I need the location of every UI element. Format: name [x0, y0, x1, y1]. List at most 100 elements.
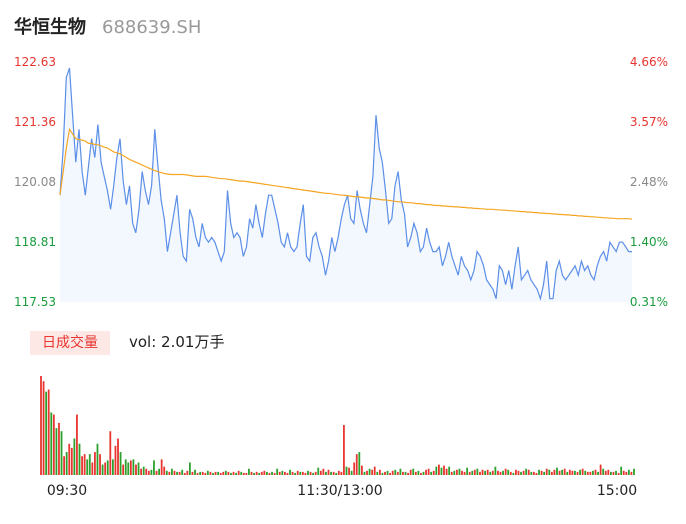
price-tick-label: 118.81	[14, 235, 56, 249]
volume-bar	[127, 462, 130, 475]
volume-bar	[319, 470, 322, 475]
volume-bar	[332, 471, 335, 475]
volume-bar	[45, 391, 48, 475]
volume-bar	[630, 471, 633, 475]
volume-bar	[253, 472, 255, 475]
volume-bar	[466, 467, 469, 475]
volume-bar	[255, 471, 258, 475]
pct-tick-label: 1.40%	[630, 235, 668, 249]
volume-bar	[348, 467, 350, 475]
volume-bar	[117, 438, 119, 475]
volume-bar	[617, 472, 620, 475]
volume-bar	[604, 470, 607, 475]
volume-bar	[473, 469, 476, 475]
price-tick-label: 122.63	[14, 55, 56, 69]
volume-bar	[91, 462, 94, 475]
volume-bar	[571, 470, 574, 475]
volume-bar	[607, 469, 610, 475]
volume-bar	[497, 470, 499, 475]
volume-bar	[94, 452, 96, 475]
volume-bar	[592, 470, 594, 475]
pct-tick-label: 4.66%	[630, 55, 668, 69]
volume-bar	[363, 471, 366, 475]
volume-bar	[627, 469, 630, 475]
volume-bar	[171, 468, 173, 475]
pct-tick-label: 2.48%	[630, 175, 668, 189]
volume-bar	[88, 454, 91, 475]
volume-bar	[263, 470, 266, 475]
pct-tick-label: 3.57%	[630, 115, 668, 129]
volume-bar	[468, 471, 471, 475]
volume-bar	[420, 472, 422, 475]
volume-bar	[502, 470, 504, 475]
volume-bar	[191, 471, 194, 475]
volume-bar	[266, 471, 268, 475]
volume-bar	[558, 470, 561, 475]
volume-bar	[358, 452, 361, 475]
volume-bar	[96, 443, 99, 475]
volume-bar	[314, 471, 317, 475]
volume-bar	[150, 469, 153, 475]
volume-bar	[178, 471, 181, 475]
volume-bar	[509, 471, 512, 475]
volume-bar	[42, 381, 45, 475]
volume-bar	[260, 471, 263, 475]
volume-bar	[271, 471, 273, 475]
volume-bar	[515, 469, 517, 475]
volume-bar	[389, 472, 392, 475]
volume-bar	[360, 465, 363, 475]
volume-bar	[522, 470, 525, 475]
volume-bar	[307, 470, 309, 475]
volume-bar	[576, 471, 579, 475]
volume-bar	[330, 471, 332, 475]
volume-bar	[368, 468, 371, 475]
volume-bar	[563, 468, 566, 475]
volume-bar	[322, 468, 325, 475]
volume-bar	[186, 470, 189, 475]
volume-bar	[394, 469, 397, 475]
volume-bar	[50, 412, 53, 475]
volume-bar	[196, 472, 199, 475]
volume-bar	[399, 468, 402, 475]
volume-bar	[145, 468, 148, 475]
volume-bar	[412, 468, 415, 475]
volume-bar	[183, 472, 186, 475]
volume-bar	[109, 431, 112, 475]
time-tick-label: 09:30	[47, 483, 87, 499]
volume-bar	[484, 470, 487, 475]
volume-bar	[165, 470, 168, 475]
volume-bar	[445, 468, 448, 475]
volume-bar	[101, 464, 104, 475]
volume-bar	[232, 471, 235, 475]
volume-bar	[376, 471, 379, 475]
volume-bar	[425, 469, 427, 475]
volume-bar	[481, 469, 484, 475]
volume-bar	[158, 468, 160, 475]
volume-bar	[340, 471, 343, 475]
volume-bar	[222, 471, 225, 475]
volume-bar	[212, 472, 214, 475]
daily-volume-badge: 日成交量	[30, 331, 110, 355]
volume-bar	[325, 471, 327, 475]
volume-bar	[479, 471, 481, 475]
volume-bar	[99, 454, 101, 475]
volume-bar	[622, 470, 625, 475]
volume-bar	[70, 447, 73, 475]
volume-bar	[276, 468, 279, 475]
volume-bar	[299, 471, 302, 475]
volume-bar	[453, 470, 456, 475]
volume-bar	[373, 466, 376, 475]
volume-bar	[188, 462, 191, 475]
volume-bar	[58, 422, 60, 475]
volume-bar	[633, 468, 635, 475]
volume-bar	[343, 424, 345, 475]
price-tick-label: 120.08	[14, 175, 56, 189]
volume-bar	[574, 470, 576, 475]
volume-bar	[402, 471, 404, 475]
volume-bar	[242, 472, 245, 475]
volume-bar	[286, 472, 289, 475]
volume-bar	[294, 472, 297, 475]
volume-bar	[317, 467, 320, 475]
volume-bar	[432, 470, 435, 475]
volume-bar	[540, 470, 543, 475]
